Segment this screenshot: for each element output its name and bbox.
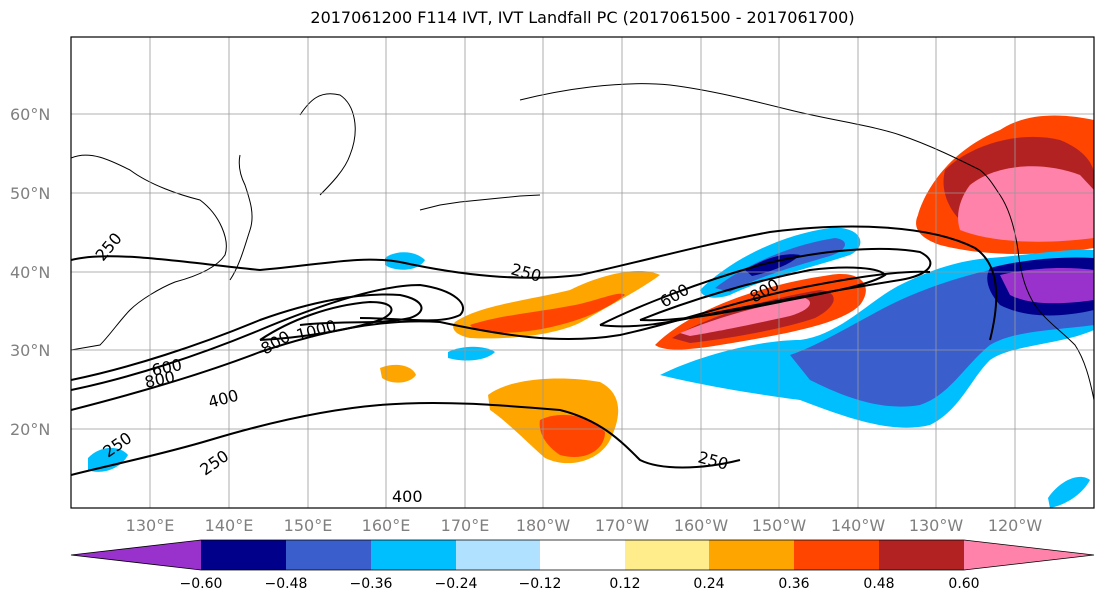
contour-250-outer [71, 225, 998, 341]
negative-spot-west-pacific [88, 447, 128, 472]
colorbar-extend-low [71, 540, 201, 570]
colorbar-segment [201, 540, 286, 570]
positive-core-dateline [470, 293, 625, 333]
colorbar-segments [201, 540, 964, 570]
positive-band-peak [680, 298, 810, 336]
ivt-contours [71, 225, 998, 476]
latitude-axis: 60°N 50°N 40°N 30°N 20°N [10, 105, 50, 439]
longitude-label: 150°W [752, 516, 807, 535]
longitude-label: 160°E [362, 516, 411, 535]
latitude-label: 30°N [10, 341, 50, 360]
longitude-label: 170°W [595, 516, 650, 535]
map-title: 2017061200 F114 IVT, IVT Landfall PC (20… [310, 8, 855, 27]
longitude-label: 150°E [284, 516, 333, 535]
graticule [71, 37, 1094, 508]
coastline-japan [229, 154, 253, 281]
longitude-label: 130°W [909, 516, 964, 535]
colorbar-tick-label: −0.12 [519, 576, 562, 592]
map-frame [70, 36, 1095, 509]
aleutian-islands [419, 194, 541, 211]
coastline-alaska [519, 83, 1001, 196]
colorbar-tick-label: −0.36 [350, 576, 393, 592]
colorbar-segment [794, 540, 879, 570]
longitude-label: 140°E [205, 516, 254, 535]
colorbar-tick-label: 0.48 [863, 576, 894, 592]
contour-800 [71, 293, 423, 381]
longitude-label: 130°E [126, 516, 175, 535]
positive-region-hawaii [380, 364, 416, 383]
colorbar-tick-labels: −0.60 −0.48 −0.36 −0.24 −0.12 0.12 0.24 … [180, 576, 980, 592]
ivt-landfall-pc-shading [88, 115, 1094, 508]
latitude-label: 50°N [10, 184, 50, 203]
colorbar-segment [540, 540, 625, 570]
colorbar-segment [371, 540, 456, 570]
latitude-label: 60°N [10, 105, 50, 124]
colorbar-tick-label: 0.36 [778, 576, 809, 592]
negative-strongest-nw-america [1000, 267, 1094, 304]
negative-spot-southeast [1048, 476, 1090, 508]
colorbar-outline [70, 539, 1095, 571]
colorbar-tick-label: −0.48 [265, 576, 308, 592]
colorbar-segment [286, 540, 371, 570]
colorbar-segment [456, 540, 540, 570]
colorbar-segment [709, 540, 794, 570]
longitude-label: 170°E [441, 516, 490, 535]
colorbar-tick-label: 0.12 [609, 576, 640, 592]
colorbar-extend-high [964, 540, 1094, 570]
colorbar-segment [625, 540, 709, 570]
contour-250-south [71, 401, 741, 476]
positive-peak-nw-america [958, 166, 1094, 242]
colorbar-tick-label: 0.24 [693, 576, 724, 592]
contour-label: 400 [392, 487, 423, 506]
coastline-asia [71, 154, 227, 351]
contour-400 [71, 270, 931, 411]
map-panel: 250 250 250 250 250 400 400 600 600 800 … [71, 37, 1094, 508]
latitude-label: 40°N [10, 263, 50, 282]
positive-core-subtropics [539, 414, 605, 458]
longitude-label: 120°W [988, 516, 1043, 535]
longitude-label: 140°W [831, 516, 886, 535]
colorbar-tick-label: 0.60 [948, 576, 979, 592]
colorbar: −0.60 −0.48 −0.36 −0.24 −0.12 0.12 0.24 … [70, 539, 1095, 592]
contour-1000 [259, 300, 393, 341]
colorbar-tick-label: −0.60 [180, 576, 223, 592]
contour-800-east [639, 266, 887, 322]
latitude-label: 20°N [10, 420, 50, 439]
colorbar-segment [879, 540, 964, 570]
longitude-axis: 130°E 140°E 150°E 160°E 170°E 180°W 170°… [126, 516, 1043, 535]
coastline-kamchatka [299, 93, 356, 196]
longitude-label: 180°W [516, 516, 571, 535]
contour-600 [71, 283, 465, 391]
colorbar-tick-label: −0.24 [435, 576, 478, 592]
longitude-label: 160°W [674, 516, 729, 535]
